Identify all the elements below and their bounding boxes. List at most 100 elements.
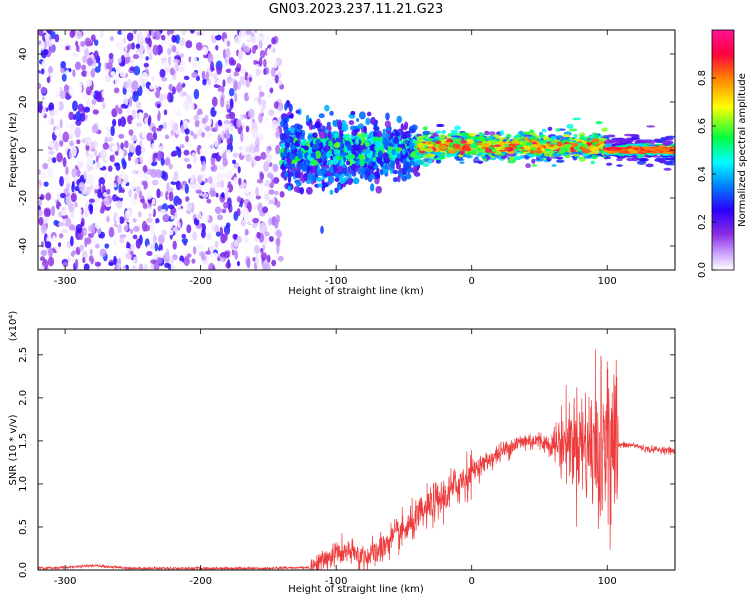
spectrogram-cell — [488, 131, 496, 136]
spectrogram-cell — [669, 159, 675, 164]
spectrogram-cell — [201, 193, 209, 198]
spectrogram-cell — [48, 247, 54, 258]
spectrogram-cell — [216, 65, 222, 75]
spectrogram-cell — [324, 104, 330, 112]
spectrogram-cell — [158, 234, 165, 245]
spectrogram-cell — [179, 66, 185, 73]
spectrogram-cell — [225, 47, 231, 59]
spectrogram-cell — [104, 243, 110, 249]
spectrogram-cell — [279, 191, 285, 198]
spectrogram-cell — [183, 256, 191, 266]
spectrogram-cell — [383, 156, 390, 164]
spectrogram-cell — [118, 133, 125, 139]
spectrogram-cell — [161, 229, 168, 236]
spectrogram-cell — [258, 133, 264, 142]
spectrogram-cell — [295, 131, 301, 139]
spectrogram-cell — [76, 169, 81, 177]
spectrogram-cell — [391, 148, 397, 156]
spectrogram-cell — [329, 189, 334, 195]
spectrogram-cell — [135, 238, 142, 249]
spectrogram-cell — [38, 102, 42, 113]
spectrogram-cell — [539, 140, 547, 145]
spectrogram-cell — [49, 39, 56, 45]
spectrogram-cell — [120, 54, 126, 66]
spectrogram-cell — [75, 223, 83, 234]
spectrogram-cell — [329, 110, 334, 116]
spectrogram-cell — [273, 60, 278, 69]
spectrogram-cell — [201, 46, 209, 56]
spectrogram-cell — [154, 107, 159, 117]
spectrogram-cell — [157, 130, 162, 138]
spectrogram-cell — [544, 138, 552, 141]
spectrogram-cell — [145, 156, 153, 165]
spectrogram-cell — [328, 175, 335, 184]
spectrogram-cell — [531, 158, 536, 164]
spectrogram-cell — [117, 176, 122, 184]
spectrogram-cell — [225, 88, 230, 95]
spectrogram-cell — [99, 149, 107, 160]
spectrogram-cell — [272, 163, 279, 172]
spectrogram-cell — [188, 86, 194, 91]
spectrogram-cell — [375, 185, 383, 194]
spectrogram-cell — [328, 159, 333, 166]
spectrogram-cell — [112, 194, 118, 202]
spectrogram-cell — [163, 213, 170, 222]
spectrogram-cell — [74, 201, 78, 208]
spectrogram-cell — [493, 144, 502, 148]
spectrogram-cell — [323, 158, 328, 165]
spectrogram-cell — [488, 135, 494, 139]
spectrogram-cell — [154, 61, 161, 73]
spectrogram-cell — [570, 142, 579, 148]
spectrogram-cell — [268, 235, 274, 242]
spectrogram-cell — [312, 160, 318, 166]
spectrogram-cell — [261, 30, 265, 33]
spectrogram-cell — [90, 67, 96, 78]
spectrogram-cell — [150, 168, 158, 178]
spectrogram-cell — [293, 185, 301, 193]
spectrogram-cell — [90, 223, 96, 235]
spectrogram-cell — [50, 31, 56, 40]
spectrogram-cell — [604, 139, 615, 144]
spectrogram-cell — [387, 142, 394, 147]
spectrogram-cell — [59, 175, 64, 187]
spectrogram-cell — [232, 71, 240, 77]
spectrogram-cell — [112, 205, 117, 210]
spectrogram-cell — [150, 75, 155, 82]
spectrogram-cell — [334, 172, 341, 178]
spectrogram-cell — [225, 149, 232, 160]
spectrogram-cell — [193, 114, 200, 121]
spectrogram-cell — [119, 237, 125, 243]
spectrogram-cell — [212, 30, 219, 36]
spectrogram-cell — [295, 109, 301, 114]
spectrogram-cell — [438, 134, 446, 140]
spectrogram-cell — [186, 253, 192, 258]
spectrogram-cell — [390, 159, 396, 169]
spectrogram-cell — [334, 133, 339, 139]
spectrogram-cell — [142, 202, 147, 209]
spectrogram-cell — [174, 158, 181, 164]
spectrogram-cell — [264, 116, 270, 123]
spectrogram-cell — [353, 129, 358, 134]
spectrogram-cell — [167, 48, 172, 56]
spectrogram-cell — [351, 171, 357, 177]
spectrogram-cell — [250, 35, 257, 45]
spectrogram-cell — [210, 61, 215, 72]
spectrogram-cell — [277, 79, 283, 86]
spectrogram-cell — [572, 117, 582, 121]
spectrogram-cell — [81, 64, 87, 71]
spectrogram-cell — [457, 137, 463, 142]
spectrogram-cell — [422, 163, 430, 167]
spectrogram-cell — [237, 191, 242, 197]
spectrogram-cell — [240, 181, 247, 189]
spectrogram-cell — [132, 54, 140, 60]
spectrogram-cell — [172, 240, 177, 250]
spectrogram-cell — [40, 249, 48, 257]
spectrogram-cell — [165, 39, 170, 47]
spectrogram-cell — [236, 208, 241, 217]
spectrogram-cell — [211, 163, 218, 172]
spectrogram-cell — [259, 172, 265, 181]
spectrogram-cell — [512, 138, 518, 145]
spectrogram-cell — [55, 86, 61, 96]
spectrogram-cell — [46, 76, 51, 84]
spectrogram-cell — [163, 109, 168, 116]
